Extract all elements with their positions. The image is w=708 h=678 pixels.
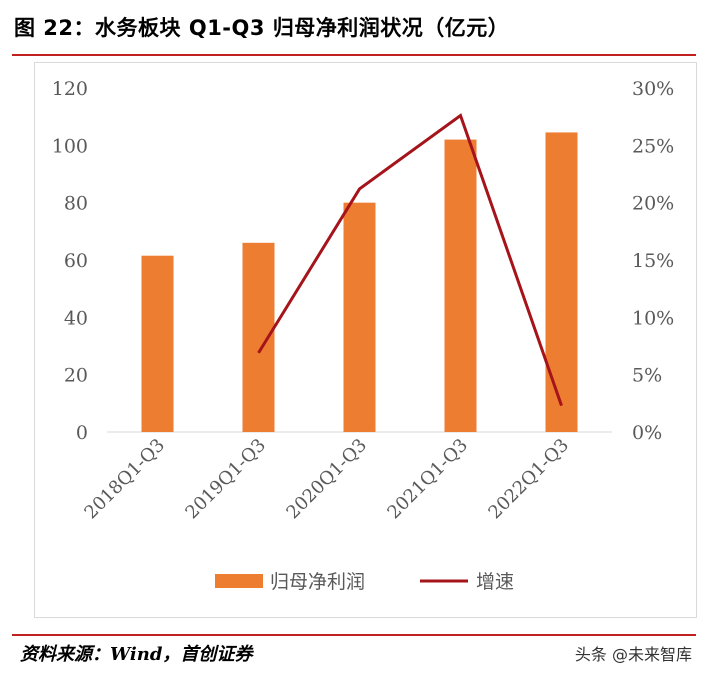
left-tick-label: 20 <box>64 365 88 387</box>
left-tick-label: 80 <box>64 193 88 215</box>
bar-2018Q1-Q3 <box>141 255 174 432</box>
right-tick-label: 5% <box>632 365 662 387</box>
watermark: 头条 @未来智库 <box>574 645 692 664</box>
right-tick-label: 0% <box>632 422 662 444</box>
left-tick-label: 0 <box>76 422 88 444</box>
left-tick-label: 120 <box>52 78 88 100</box>
right-tick-label: 10% <box>632 307 674 329</box>
x-tick-label: 2021Q1-Q3 <box>383 435 472 524</box>
legend-line-label: 增速 <box>476 571 514 593</box>
left-axis-ticks: 0 20 40 60 80 100 120 <box>52 78 88 444</box>
bar-2021Q1-Q3 <box>444 139 477 432</box>
growth-line <box>257 113 563 407</box>
right-tick-label: 20% <box>632 193 674 215</box>
bars-group <box>141 132 578 432</box>
x-tick-label: 2018Q1-Q3 <box>80 435 169 524</box>
source-note: 资料来源：Wind，首创证券 <box>20 644 253 665</box>
growth-line-group <box>257 113 563 407</box>
left-tick-label: 60 <box>64 250 88 272</box>
title-rule <box>12 54 696 56</box>
x-axis-ticks: 2018Q1-Q3 2019Q1-Q3 2020Q1-Q3 2021Q1-Q3 2022… <box>80 435 573 524</box>
bar-2022Q1-Q3 <box>545 132 578 432</box>
left-tick-label: 100 <box>52 135 88 157</box>
legend-bar-label: 归母净利润 <box>270 571 365 593</box>
legend-bar-swatch <box>215 574 263 588</box>
x-tick-label: 2022Q1-Q3 <box>484 435 573 524</box>
right-tick-label: 30% <box>632 78 674 100</box>
figure-title: 图 22：水务板块 Q1-Q3 归母净利润状况（亿元） <box>14 16 510 40</box>
source-rule <box>12 634 696 636</box>
chart-frame <box>34 62 697 618</box>
left-tick-label: 40 <box>64 307 88 329</box>
legend: 归母净利润 增速 <box>215 571 514 593</box>
x-tick-label: 2019Q1-Q3 <box>181 435 270 524</box>
right-axis-ticks: 0% 5% 10% 15% 20% 25% 30% <box>632 78 674 444</box>
x-tick-label: 2020Q1-Q3 <box>282 435 371 524</box>
right-tick-label: 25% <box>632 135 674 157</box>
right-tick-label: 15% <box>632 250 674 272</box>
bar-2020Q1-Q3 <box>343 202 376 432</box>
